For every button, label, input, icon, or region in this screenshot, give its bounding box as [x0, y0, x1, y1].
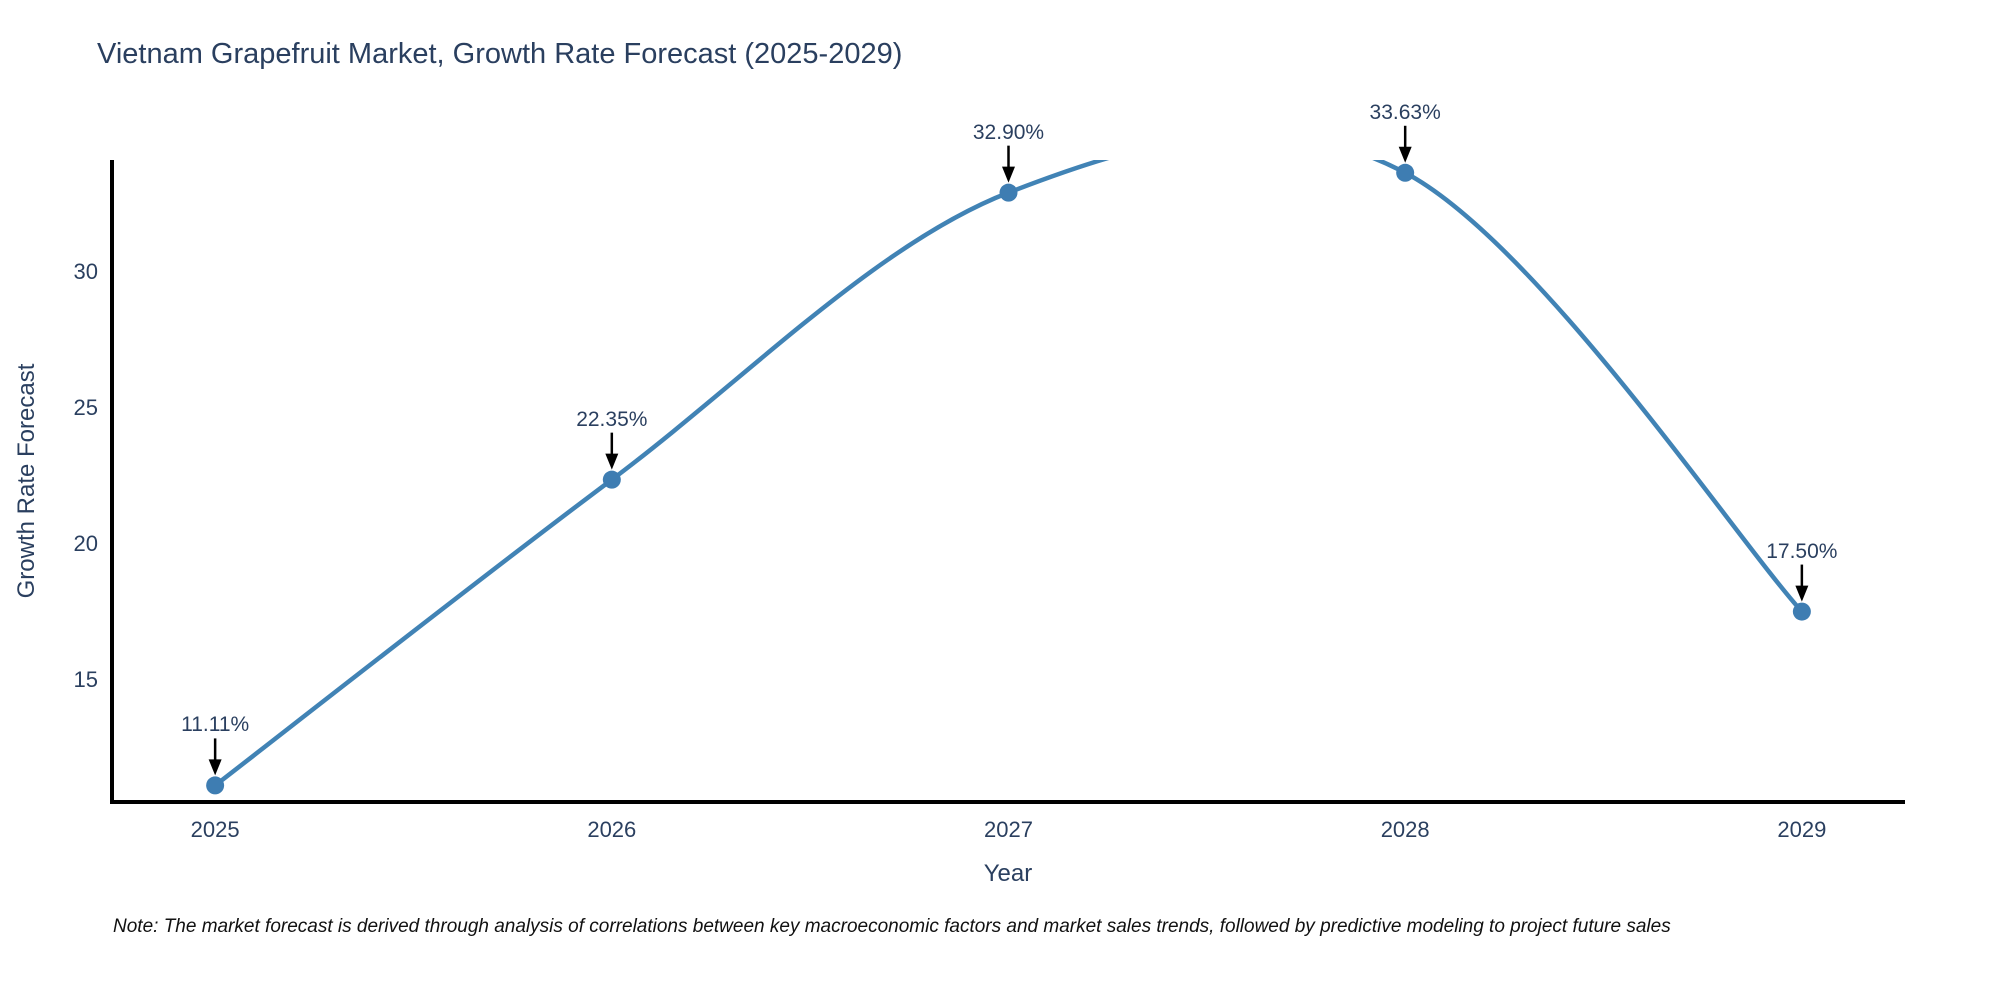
x-tick-label: 2027 — [984, 817, 1033, 842]
x-tick-label: 2025 — [190, 817, 240, 842]
y-tick-label: 30 — [73, 258, 98, 284]
data-point-label: 22.35% — [576, 407, 648, 431]
data-point-label: 33.63% — [1369, 100, 1441, 124]
annotation-arrow — [208, 738, 222, 776]
data-point-marker — [1396, 163, 1415, 182]
data-point-marker — [206, 776, 225, 795]
footnote: Note: The market forecast is derived thr… — [113, 916, 1671, 937]
data-point-marker — [602, 470, 621, 489]
data-point-label: 17.50% — [1766, 539, 1838, 563]
annotation-arrow — [1002, 145, 1015, 183]
y-tick-label: 20 — [73, 530, 98, 556]
annotation-arrow — [1398, 125, 1412, 163]
trend-line — [213, 160, 1804, 788]
x-tick-label: 2026 — [587, 817, 637, 842]
x-tick-label: 2028 — [1380, 817, 1430, 842]
y-tick-label: 25 — [73, 394, 98, 420]
x-tick-label: 2029 — [1777, 817, 1827, 842]
x-axis-title: Year — [983, 860, 1033, 887]
y-tick-label: 15 — [73, 666, 98, 692]
data-point-marker — [999, 183, 1018, 202]
data-point-label: 32.90% — [972, 120, 1045, 144]
chart-title: Vietnam Grapefruit Market, Growth Rate F… — [97, 38, 903, 70]
axis-lines — [110, 160, 1905, 804]
data-point-label: 11.11% — [181, 713, 250, 737]
data-point-marker — [1792, 602, 1811, 621]
annotation-arrow — [1795, 564, 1809, 602]
annotation-arrow — [605, 432, 619, 470]
